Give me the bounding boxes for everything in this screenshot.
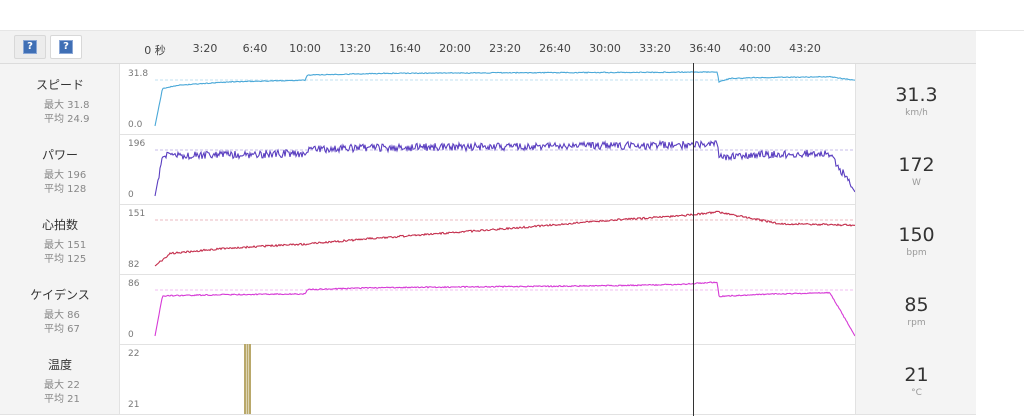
metric-value-panel: 150 bpm [855, 204, 976, 274]
metric-current-value: 31.3 [895, 84, 938, 106]
temperature-mark [249, 344, 251, 414]
time-tick-label: 40:00 [739, 42, 771, 55]
metric-label-panel: パワー最大 196 平均 128 [0, 134, 120, 204]
time-tick-label: 3:20 [192, 42, 218, 55]
metric-current-value: 85 [904, 294, 929, 316]
metric-plot-heartrate[interactable] [121, 204, 855, 274]
metric-row-speed: スピード最大 31.8 平均 24.9 31.8 0.0 31.3 km/h [0, 64, 976, 135]
metric-value-panel: 85 rpm [855, 274, 976, 344]
metric-unit: bpm [906, 248, 927, 258]
metric-max: 最大 86 [44, 310, 80, 321]
metric-row-heartrate: 心拍数最大 151 平均 125 151 82 150 bpm [0, 204, 976, 275]
help-button-1[interactable]: ? [14, 35, 46, 59]
metric-unit: W [912, 178, 921, 188]
metric-avg: 平均 67 [44, 324, 80, 335]
metric-plot-speed[interactable] [121, 64, 855, 134]
temperature-mark [246, 344, 249, 414]
y-min-label: 0 [128, 330, 134, 340]
series-line-heartrate [154, 210, 855, 267]
time-tick-label: 43:20 [789, 42, 821, 55]
metric-row-temperature: 温度最大 22 平均 21 22 21 21 °C [0, 344, 976, 415]
metric-current-value: 150 [898, 224, 935, 246]
help-icon: ? [23, 40, 37, 54]
series-line-speed [154, 71, 855, 127]
metric-avg: 平均 21 [44, 394, 80, 405]
metric-name: スピード [35, 78, 84, 92]
y-min-label: 21 [128, 400, 140, 410]
metric-value-panel: 172 W [855, 134, 976, 204]
metric-plot-temperature[interactable] [121, 344, 855, 414]
time-tick-label: 13:20 [339, 42, 371, 55]
time-tick-label: 30:00 [589, 42, 621, 55]
y-max-label: 151 [128, 209, 146, 219]
metric-max: 最大 22 [44, 380, 80, 391]
metric-value-panel: 31.3 km/h [855, 64, 976, 134]
toolbar: ? ? 0 秒 3:20 6:40 10:00 13:20 16:40 20:00 23:20… [0, 31, 976, 64]
metric-plot-cadence[interactable] [121, 274, 855, 344]
metric-current-value: 21 [904, 364, 929, 386]
help-button-2[interactable]: ? [50, 35, 82, 59]
y-min-label: 0.0 [128, 120, 143, 130]
time-tick-label: 6:40 [242, 42, 268, 55]
metric-avg: 平均 128 [44, 184, 87, 195]
metric-value-panel: 21 °C [855, 344, 976, 414]
metric-row-cadence: ケイデンス最大 86 平均 67 86 0 85 rpm [0, 274, 976, 345]
time-cursor[interactable] [693, 63, 694, 416]
time-tick-label: 26:40 [539, 42, 571, 55]
time-tick-label: 23:20 [489, 42, 521, 55]
series-line-cadence [154, 281, 855, 337]
time-tick-label: 0 秒 [144, 44, 166, 57]
help-icon: ? [59, 40, 73, 54]
series-line-power [154, 139, 855, 197]
metric-row-power: パワー最大 196 平均 128 196 0 172 W [0, 134, 976, 205]
y-min-label: 0 [128, 190, 134, 200]
time-tick-label: 33:20 [639, 42, 671, 55]
metric-max: 最大 31.8 [44, 100, 90, 111]
y-max-label: 196 [128, 139, 146, 149]
metric-unit: km/h [905, 108, 928, 118]
metric-name: ケイデンス [30, 288, 90, 302]
y-max-label: 86 [128, 279, 140, 289]
metric-avg: 平均 24.9 [44, 114, 90, 125]
y-min-label: 82 [128, 260, 140, 270]
y-max-label: 22 [128, 349, 140, 359]
metric-name: 温度 [47, 358, 72, 372]
metric-label-panel: ケイデンス最大 86 平均 67 [0, 274, 120, 344]
time-tick-label: 10:00 [289, 42, 321, 55]
metric-label-panel: 心拍数最大 151 平均 125 [0, 204, 120, 274]
time-tick-label: 36:40 [689, 42, 721, 55]
y-max-label: 31.8 [128, 69, 149, 79]
metric-avg: 平均 125 [44, 254, 87, 265]
metric-unit: rpm [907, 318, 926, 328]
time-tick-label: 20:00 [439, 42, 471, 55]
metric-label-panel: スピード最大 31.8 平均 24.9 [0, 64, 120, 134]
metric-max: 最大 196 [44, 170, 87, 181]
metric-name: パワー [41, 148, 78, 162]
top-bar [0, 0, 1024, 31]
time-tick-label: 16:40 [389, 42, 421, 55]
metric-max: 最大 151 [44, 240, 87, 251]
metric-plot-power[interactable] [121, 134, 855, 204]
metric-unit: °C [911, 388, 922, 398]
metric-label-panel: 温度最大 22 平均 21 [0, 344, 120, 414]
temperature-mark [244, 344, 246, 414]
metric-current-value: 172 [898, 154, 935, 176]
metric-name: 心拍数 [41, 218, 78, 232]
